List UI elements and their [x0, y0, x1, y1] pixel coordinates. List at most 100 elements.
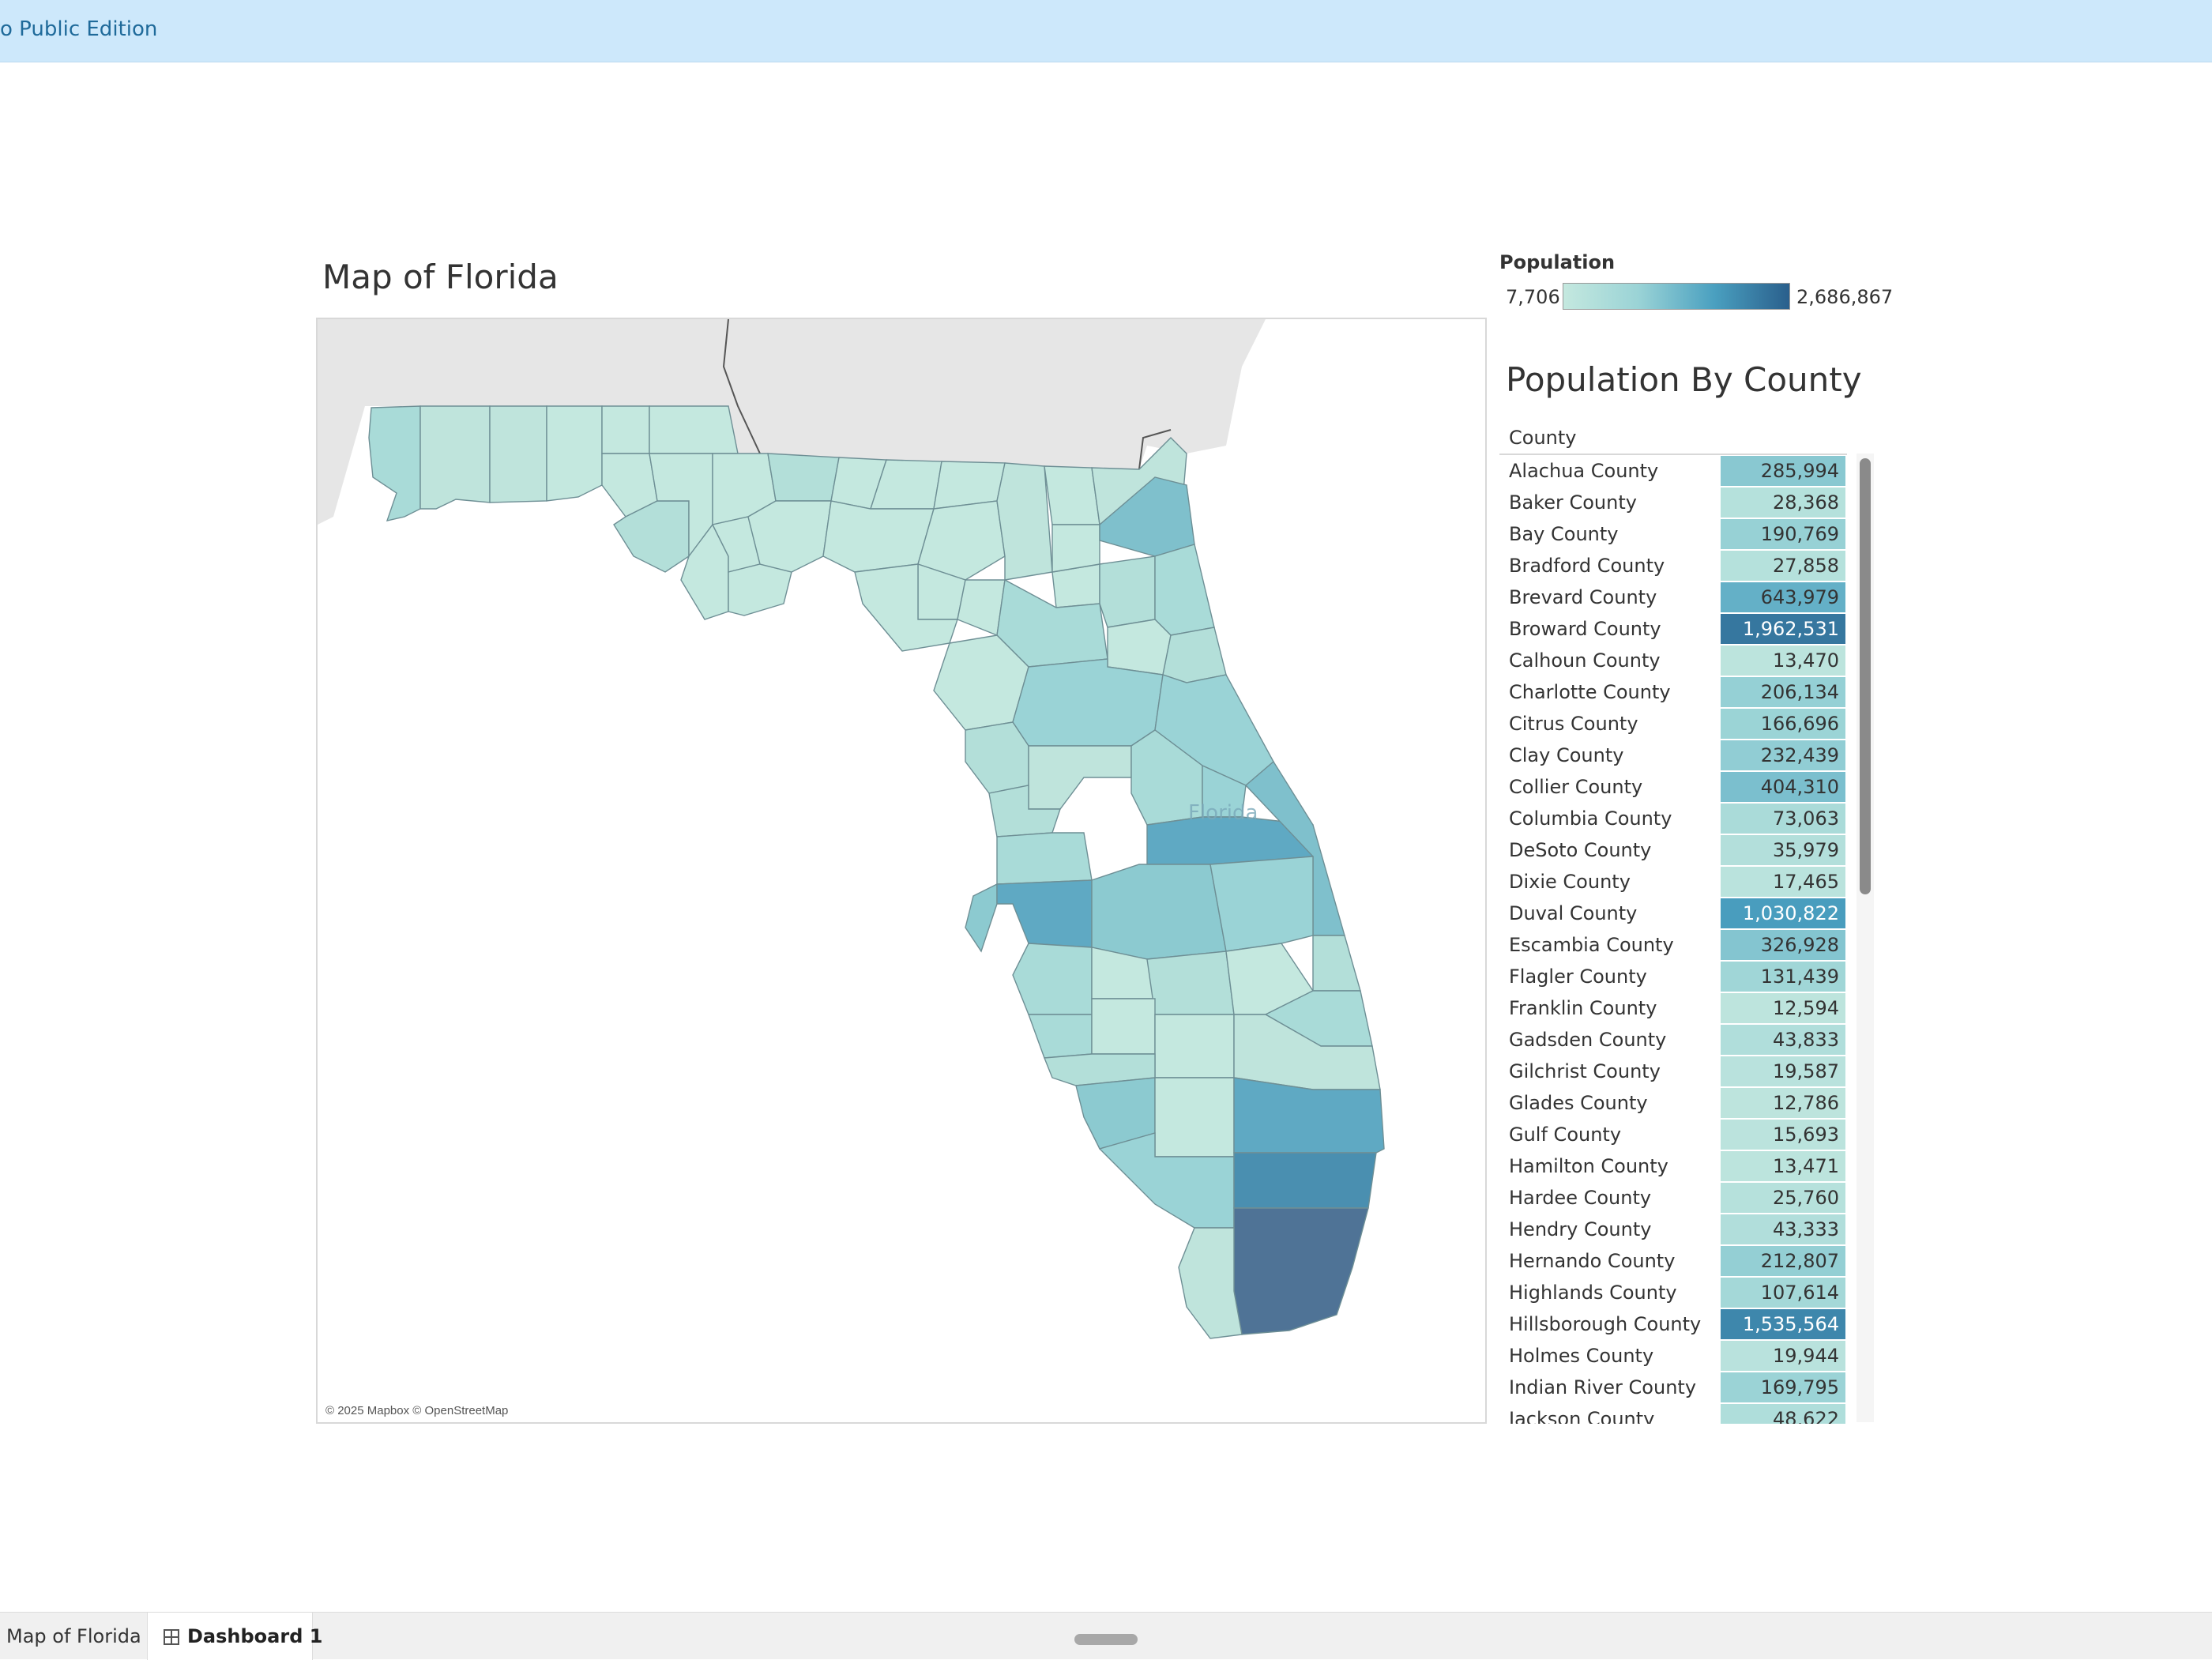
county-walton[interactable] — [546, 405, 603, 502]
table-row[interactable]: Dixie County 17,465 — [1499, 866, 1847, 898]
tab-label: Dashboard 1 — [187, 1625, 323, 1647]
county-name: Brevard County — [1509, 586, 1657, 608]
county-name: Clay County — [1509, 744, 1624, 766]
county-suwannee[interactable] — [917, 500, 1006, 581]
county-columbia[interactable] — [996, 462, 1053, 581]
population-table[interactable]: County Alachua County 285,994 Baker County… — [1499, 425, 1871, 1424]
county-leon[interactable] — [767, 453, 840, 502]
county-wakulla[interactable] — [747, 500, 832, 573]
population-value: 326,928 — [1721, 930, 1845, 960]
county-pinellas[interactable] — [965, 883, 998, 953]
table-row[interactable]: Bradford County 27,858 — [1499, 550, 1847, 582]
table-row[interactable]: Gulf County 15,693 — [1499, 1119, 1847, 1150]
table-row[interactable]: DeSoto County 35,979 — [1499, 834, 1847, 866]
map-view[interactable]: Florida © 2025 Mapbox © OpenStreetMap — [316, 318, 1487, 1424]
table-row[interactable]: Franklin County 12,594 — [1499, 992, 1847, 1024]
table-row[interactable]: Bay County 190,769 — [1499, 518, 1847, 550]
county-sumter[interactable] — [1028, 745, 1132, 810]
county-taylor[interactable] — [822, 500, 935, 573]
county-indian-river[interactable] — [1312, 935, 1361, 992]
table-row[interactable]: Holmes County 19,944 — [1499, 1340, 1847, 1372]
population-value: 35,979 — [1721, 835, 1845, 865]
county-putnam[interactable] — [1107, 619, 1172, 676]
table-row[interactable]: Gilchrist County 19,587 — [1499, 1056, 1847, 1087]
county-bradford[interactable] — [1051, 524, 1100, 573]
table-row[interactable]: Hardee County 25,760 — [1499, 1182, 1847, 1214]
county-flagler[interactable] — [1162, 627, 1227, 683]
table-row[interactable]: Flagler County 131,439 — [1499, 961, 1847, 992]
county-name: Escambia County — [1509, 934, 1674, 956]
population-value: 1,962,531 — [1721, 614, 1845, 644]
county-santa-rosa[interactable] — [419, 405, 491, 510]
population-value: 19,587 — [1721, 1056, 1845, 1086]
population-value: 13,471 — [1721, 1151, 1845, 1181]
county-dixie[interactable] — [854, 563, 958, 652]
table-row[interactable]: Charlotte County 206,134 — [1499, 676, 1847, 708]
florida-map[interactable] — [318, 319, 1487, 1424]
population-legend[interactable]: Population 7,706 2,686,867 — [1499, 251, 1910, 314]
county-glades[interactable] — [1154, 1014, 1235, 1078]
county-sarasota[interactable] — [1028, 1014, 1093, 1059]
county-pasco[interactable] — [996, 832, 1093, 885]
table-row[interactable]: Calhoun County 13,470 — [1499, 645, 1847, 676]
county-clay[interactable] — [1099, 555, 1156, 628]
county-name: Charlotte County — [1509, 681, 1671, 703]
county-broward[interactable] — [1233, 1152, 1377, 1209]
table-row[interactable]: Baker County 28,368 — [1499, 487, 1847, 518]
tab-map-of-florida[interactable]: Map of Florida — [6, 1613, 141, 1660]
county-name: Gilchrist County — [1509, 1060, 1661, 1082]
county-escambia[interactable] — [368, 405, 421, 521]
table-row[interactable]: Glades County 12,786 — [1499, 1087, 1847, 1119]
county-jackson[interactable] — [649, 405, 739, 454]
county-st-johns[interactable] — [1154, 544, 1215, 636]
table-row[interactable]: Brevard County 643,979 — [1499, 582, 1847, 613]
county-franklin[interactable] — [728, 563, 792, 616]
population-value: 212,807 — [1721, 1246, 1845, 1276]
table-row[interactable]: Hamilton County 13,471 — [1499, 1150, 1847, 1182]
table-row[interactable]: Duval County 1,030,822 — [1499, 898, 1847, 929]
county-osceola[interactable] — [1209, 856, 1314, 952]
table-row[interactable]: Hernando County 212,807 — [1499, 1245, 1847, 1277]
resize-handle[interactable] — [1074, 1634, 1138, 1645]
population-value: 27,858 — [1721, 551, 1845, 581]
table-scrollbar-thumb[interactable] — [1860, 458, 1871, 894]
county-name: Calhoun County — [1509, 649, 1661, 672]
table-row[interactable]: Broward County 1,962,531 — [1499, 613, 1847, 645]
table-row[interactable]: Gadsden County 43,833 — [1499, 1024, 1847, 1056]
county-miami-dade[interactable] — [1233, 1207, 1369, 1335]
population-value: 12,786 — [1721, 1088, 1845, 1118]
county-holmes[interactable] — [601, 405, 650, 454]
table-row[interactable]: Hendry County 43,333 — [1499, 1214, 1847, 1245]
county-okaloosa[interactable] — [489, 405, 547, 503]
table-row[interactable]: Alachua County 285,994 — [1499, 455, 1847, 487]
county-desoto[interactable] — [1091, 998, 1156, 1055]
table-row[interactable]: Indian River County 169,795 — [1499, 1372, 1847, 1403]
county-baker[interactable] — [1044, 465, 1100, 525]
county-name: Franklin County — [1509, 997, 1657, 1019]
tab-label: Map of Florida — [6, 1625, 141, 1647]
table-row[interactable]: Clay County 232,439 — [1499, 740, 1847, 771]
table-row[interactable]: Jackson County 48,622 — [1499, 1403, 1847, 1424]
map-title: Map of Florida — [322, 258, 559, 296]
brand-label[interactable]: o Public Edition — [0, 17, 158, 41]
county-hillsborough[interactable] — [996, 879, 1093, 948]
table-row[interactable]: Escambia County 326,928 — [1499, 929, 1847, 961]
population-value: 13,470 — [1721, 646, 1845, 676]
table-row[interactable]: Collier County 404,310 — [1499, 771, 1847, 803]
county-monroe[interactable] — [1178, 1227, 1243, 1339]
tab-dashboard-1[interactable]: Dashboard 1 — [147, 1613, 322, 1660]
map-attribution[interactable]: © 2025 Mapbox © OpenStreetMap — [325, 1404, 509, 1417]
legend-color-ramp — [1563, 283, 1790, 310]
county-hendry[interactable] — [1154, 1077, 1235, 1157]
table-row[interactable]: Hillsborough County 1,535,564 — [1499, 1308, 1847, 1340]
county-marion[interactable] — [1012, 658, 1164, 747]
table-row[interactable]: Citrus County 166,696 — [1499, 708, 1847, 740]
county-manatee[interactable] — [1012, 943, 1093, 1015]
table-row[interactable]: Columbia County 73,063 — [1499, 803, 1847, 834]
county-shapes[interactable] — [368, 405, 1385, 1339]
county-highlands[interactable] — [1146, 950, 1235, 1015]
county-polk[interactable] — [1091, 864, 1227, 960]
column-header-county[interactable]: County — [1509, 427, 1577, 449]
county-citrus[interactable] — [965, 721, 1029, 794]
table-row[interactable]: Highlands County 107,614 — [1499, 1277, 1847, 1308]
